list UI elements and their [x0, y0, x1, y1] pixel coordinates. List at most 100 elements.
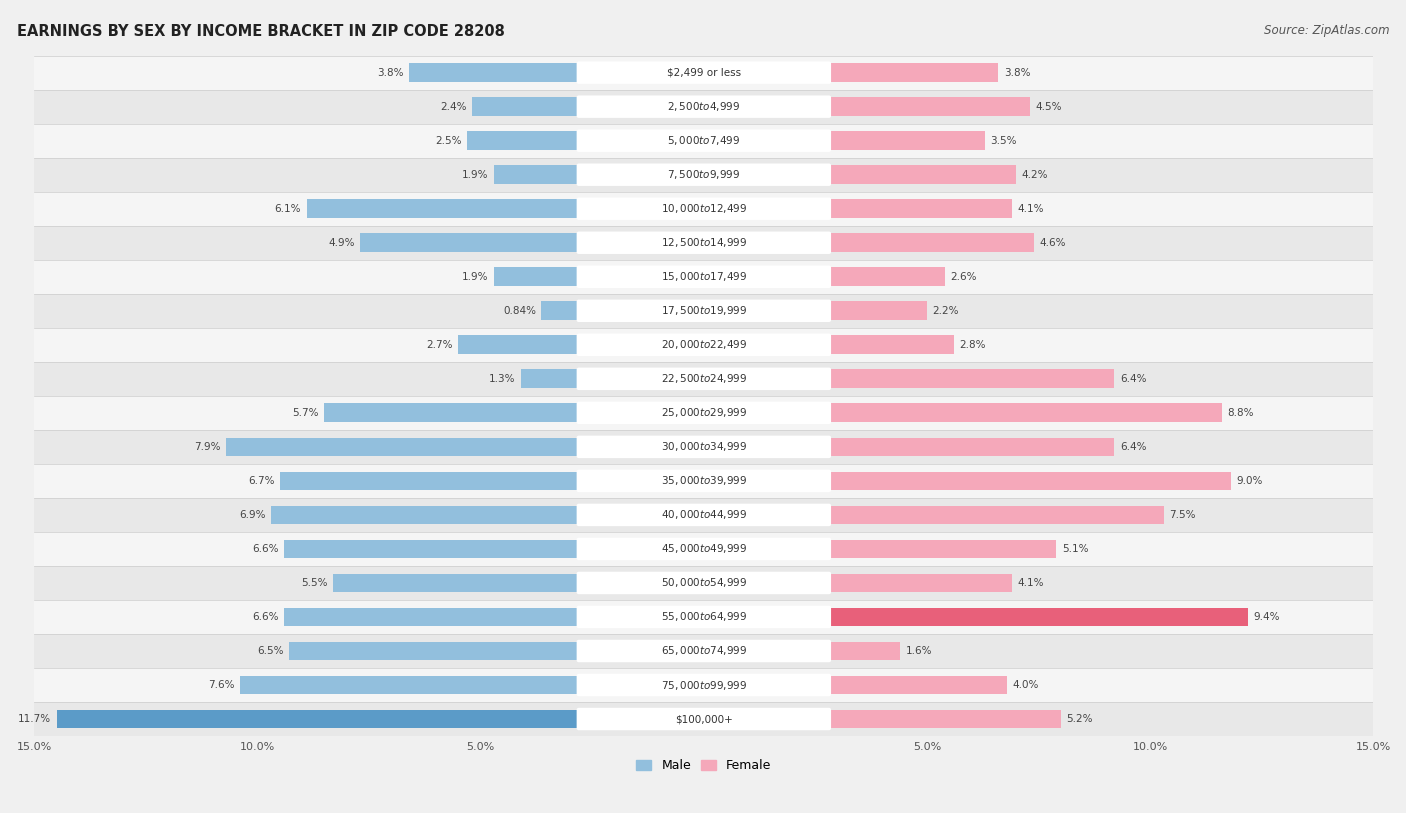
Text: 2.5%: 2.5% — [436, 136, 463, 146]
FancyBboxPatch shape — [576, 674, 831, 696]
Text: 4.2%: 4.2% — [1022, 170, 1047, 180]
Text: 1.9%: 1.9% — [463, 170, 489, 180]
Text: 9.0%: 9.0% — [1236, 476, 1263, 486]
Text: 4.6%: 4.6% — [1039, 237, 1066, 248]
Text: $75,000 to $99,999: $75,000 to $99,999 — [661, 679, 747, 692]
Text: 8.8%: 8.8% — [1227, 408, 1254, 418]
Bar — [34, 260, 1374, 293]
Bar — [34, 362, 1374, 396]
Text: 1.3%: 1.3% — [489, 374, 516, 384]
Text: 2.7%: 2.7% — [426, 340, 453, 350]
Text: $65,000 to $74,999: $65,000 to $74,999 — [661, 645, 747, 658]
FancyBboxPatch shape — [576, 198, 831, 220]
Text: $35,000 to $39,999: $35,000 to $39,999 — [661, 475, 747, 487]
Bar — [828, 165, 1017, 184]
Bar — [325, 403, 579, 422]
Text: Source: ZipAtlas.com: Source: ZipAtlas.com — [1264, 24, 1389, 37]
Text: 2.4%: 2.4% — [440, 102, 467, 111]
Text: 3.8%: 3.8% — [1004, 67, 1031, 78]
Bar — [34, 293, 1374, 328]
Text: 5.2%: 5.2% — [1066, 714, 1092, 724]
FancyBboxPatch shape — [576, 129, 831, 152]
FancyBboxPatch shape — [576, 232, 831, 254]
FancyBboxPatch shape — [576, 266, 831, 288]
Bar — [828, 641, 900, 660]
Text: 1.6%: 1.6% — [905, 646, 932, 656]
Bar — [828, 506, 1164, 524]
Text: $12,500 to $14,999: $12,500 to $14,999 — [661, 237, 747, 250]
Bar — [828, 199, 1012, 218]
Bar — [34, 396, 1374, 430]
Bar — [467, 132, 579, 150]
Text: 0.84%: 0.84% — [503, 306, 536, 315]
Text: $7,500 to $9,999: $7,500 to $9,999 — [668, 168, 741, 181]
Bar — [828, 403, 1222, 422]
FancyBboxPatch shape — [576, 163, 831, 186]
Bar — [34, 226, 1374, 260]
Bar — [828, 676, 1007, 694]
Bar — [458, 336, 579, 354]
Text: 4.0%: 4.0% — [1012, 680, 1039, 690]
Text: $30,000 to $34,999: $30,000 to $34,999 — [661, 441, 747, 454]
Text: 6.4%: 6.4% — [1119, 442, 1146, 452]
Bar — [409, 63, 579, 82]
FancyBboxPatch shape — [576, 504, 831, 526]
Bar — [360, 233, 579, 252]
Text: 9.4%: 9.4% — [1254, 612, 1281, 622]
Bar — [828, 132, 986, 150]
Bar — [284, 607, 579, 626]
Text: $55,000 to $64,999: $55,000 to $64,999 — [661, 611, 747, 624]
Bar — [472, 98, 579, 116]
Bar — [333, 574, 579, 593]
FancyBboxPatch shape — [576, 436, 831, 458]
Text: 6.6%: 6.6% — [253, 612, 278, 622]
FancyBboxPatch shape — [576, 402, 831, 424]
Text: 4.1%: 4.1% — [1017, 204, 1043, 214]
Bar — [828, 336, 953, 354]
Text: $22,500 to $24,999: $22,500 to $24,999 — [661, 372, 747, 385]
Text: 7.6%: 7.6% — [208, 680, 235, 690]
Bar — [34, 634, 1374, 668]
Bar — [34, 55, 1374, 89]
Text: 3.8%: 3.8% — [377, 67, 404, 78]
FancyBboxPatch shape — [576, 708, 831, 730]
Text: $2,500 to $4,999: $2,500 to $4,999 — [668, 100, 741, 113]
Bar — [56, 710, 579, 728]
Bar — [828, 710, 1062, 728]
FancyBboxPatch shape — [576, 299, 831, 322]
Bar — [34, 668, 1374, 702]
Bar — [494, 267, 579, 286]
Text: $40,000 to $44,999: $40,000 to $44,999 — [661, 508, 747, 521]
Text: 6.1%: 6.1% — [274, 204, 301, 214]
Text: 6.7%: 6.7% — [247, 476, 274, 486]
Text: 5.7%: 5.7% — [292, 408, 319, 418]
Bar — [34, 430, 1374, 464]
FancyBboxPatch shape — [576, 606, 831, 628]
Text: 6.5%: 6.5% — [257, 646, 284, 656]
Bar — [828, 574, 1012, 593]
Bar — [828, 472, 1230, 490]
Bar — [828, 607, 1249, 626]
Text: 2.8%: 2.8% — [959, 340, 986, 350]
Text: $100,000+: $100,000+ — [675, 714, 733, 724]
Bar — [520, 369, 579, 388]
Bar — [271, 506, 579, 524]
Text: 2.6%: 2.6% — [950, 272, 977, 282]
Legend: Male, Female: Male, Female — [631, 754, 776, 777]
Bar — [34, 89, 1374, 124]
FancyBboxPatch shape — [576, 333, 831, 356]
Text: 5.1%: 5.1% — [1062, 544, 1088, 554]
Bar — [34, 328, 1374, 362]
Bar — [541, 302, 579, 320]
Bar — [34, 464, 1374, 498]
FancyBboxPatch shape — [576, 367, 831, 390]
Text: 6.6%: 6.6% — [253, 544, 278, 554]
Text: 3.5%: 3.5% — [990, 136, 1017, 146]
Bar — [34, 158, 1374, 192]
Text: 6.4%: 6.4% — [1119, 374, 1146, 384]
Bar — [34, 192, 1374, 226]
Bar — [307, 199, 579, 218]
FancyBboxPatch shape — [576, 95, 831, 118]
Text: 4.5%: 4.5% — [1035, 102, 1062, 111]
Bar — [280, 472, 579, 490]
